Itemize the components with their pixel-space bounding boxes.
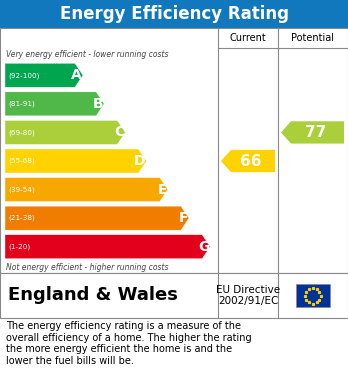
Text: C: C [114, 126, 124, 140]
Polygon shape [221, 150, 275, 172]
Text: England & Wales: England & Wales [8, 287, 178, 305]
Polygon shape [5, 92, 104, 116]
Text: B: B [93, 97, 103, 111]
Text: The energy efficiency rating is a measure of the
overall efficiency of a home. T: The energy efficiency rating is a measur… [6, 321, 252, 366]
Polygon shape [5, 120, 125, 144]
Bar [0, 273, 348, 318]
Polygon shape [5, 206, 189, 230]
Bar [295, 284, 330, 307]
Text: Very energy efficient - lower running costs: Very energy efficient - lower running co… [6, 50, 168, 59]
Text: (81-91): (81-91) [8, 100, 35, 107]
Text: Not energy efficient - higher running costs: Not energy efficient - higher running co… [6, 262, 168, 271]
Text: (39-54): (39-54) [8, 187, 35, 193]
Text: E: E [157, 183, 167, 197]
Text: (69-80): (69-80) [8, 129, 35, 136]
Text: EU Directive
2002/91/EC: EU Directive 2002/91/EC [216, 285, 280, 306]
Text: Current: Current [230, 33, 266, 43]
Text: Energy Efficiency Rating: Energy Efficiency Rating [60, 5, 288, 23]
Text: G: G [198, 240, 209, 254]
Bar [0, 28, 348, 273]
Text: Potential: Potential [291, 33, 334, 43]
Polygon shape [5, 178, 168, 202]
Text: 77: 77 [305, 125, 326, 140]
Text: 66: 66 [240, 154, 262, 169]
Polygon shape [5, 235, 210, 259]
Text: F: F [179, 211, 188, 225]
Polygon shape [5, 149, 147, 173]
Text: (55-68): (55-68) [8, 158, 35, 164]
Text: D: D [134, 154, 145, 168]
Polygon shape [5, 63, 83, 87]
Text: (92-100): (92-100) [8, 72, 39, 79]
Text: (1-20): (1-20) [8, 244, 30, 250]
Text: A: A [71, 68, 82, 82]
Text: (21-38): (21-38) [8, 215, 35, 221]
Bar [0, 0, 348, 28]
Polygon shape [281, 121, 344, 143]
